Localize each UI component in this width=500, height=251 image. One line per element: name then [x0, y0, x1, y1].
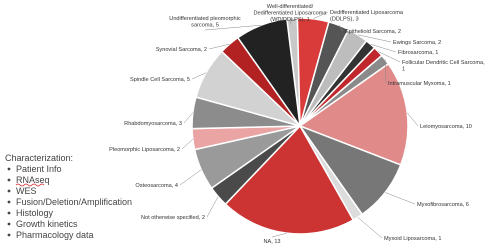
- bullet: [7, 211, 11, 215]
- side-item: Fusion/Deletion/Amplification: [16, 197, 132, 207]
- leader-line: [378, 51, 401, 63]
- leader-line: [357, 34, 392, 43]
- side-list: Patient InfoRNAseqWESFusion/Deletion/Amp…: [7, 164, 132, 240]
- pie-slice: [298, 62, 409, 166]
- spell-underline: [15, 183, 45, 187]
- labels: Well-differentiated/Dedifferentiated Lip…: [109, 4, 485, 245]
- leader-line: [338, 25, 344, 32]
- bullet: [7, 167, 11, 171]
- leader-line: [357, 217, 383, 239]
- data-label: Undifferentiated pleomorphic: [169, 16, 241, 22]
- side-item: Growth kinetics: [16, 219, 78, 229]
- leader-line: [384, 59, 387, 84]
- data-label: (DDLPS), 3: [330, 17, 359, 23]
- pie: [191, 17, 409, 235]
- leader-line: [183, 112, 194, 124]
- bullet: [7, 178, 11, 182]
- side-item: WES: [16, 186, 37, 196]
- side-item: Histology: [16, 208, 54, 218]
- leader-line: [206, 196, 219, 218]
- data-label: Pleomorphic Liposarcoma, 2: [109, 147, 180, 153]
- leader-line: [385, 192, 416, 205]
- data-label: Rhabdomyosarcoma, 3: [124, 121, 182, 127]
- leader-line: [191, 72, 207, 80]
- side-item: RNAseq: [16, 175, 50, 185]
- data-label: Myxofibrosarcoma, 6: [417, 202, 469, 208]
- data-label: Intramuscular Myxoma, 1: [388, 81, 451, 87]
- bullet: [7, 200, 11, 204]
- bullet: [7, 233, 11, 237]
- data-label: NA, 13: [263, 239, 280, 245]
- side-item: Patient Info: [16, 164, 62, 174]
- data-label: Myxoid Liposarcoma, 1: [384, 236, 442, 242]
- data-label: Fibrosarcoma, 1: [398, 50, 438, 56]
- data-label: Well-differentiated/: [267, 4, 314, 10]
- data-label: Osteosarcoma, 4: [135, 183, 178, 189]
- bullet: [7, 189, 11, 193]
- leader-line: [179, 169, 202, 186]
- leader-line: [313, 11, 329, 20]
- side-item: Pharmacology data: [16, 230, 94, 240]
- leader-line: [271, 232, 287, 238]
- data-label: Leiomyosarcoma, 10: [420, 124, 472, 130]
- data-label: 1: [402, 67, 405, 73]
- data-label: sarcoma, 5: [191, 23, 219, 29]
- pie-slice: [236, 17, 301, 127]
- data-label: Not otherwise specified, 2: [141, 215, 205, 221]
- data-label: (WD/DDLPS), 1: [270, 17, 309, 23]
- pie-slice: [224, 124, 355, 235]
- leader-line: [208, 43, 230, 50]
- data-label: Dedifferentiated Liposarcoma: [330, 10, 404, 16]
- data-label: Follicular Dendritic Cell Sarcoma,: [402, 60, 485, 66]
- data-label: Dedifferentiated Liposarcoma: [254, 11, 328, 17]
- data-label: Spindle Cell Sarcoma, 5: [130, 77, 190, 83]
- data-label: Synovial Sarcoma, 2: [156, 47, 207, 53]
- leader-line: [181, 138, 193, 150]
- leader-line: [204, 24, 262, 31]
- side-heading: Characterization:: [5, 153, 73, 163]
- leader-line: [407, 112, 419, 127]
- data-label: Ewings Sarcoma, 2: [393, 40, 441, 46]
- leader-line: [370, 44, 397, 53]
- leader-line: [289, 18, 293, 25]
- bullet: [7, 222, 11, 226]
- data-label: Epithelioid Sarcoma, 2: [345, 29, 401, 35]
